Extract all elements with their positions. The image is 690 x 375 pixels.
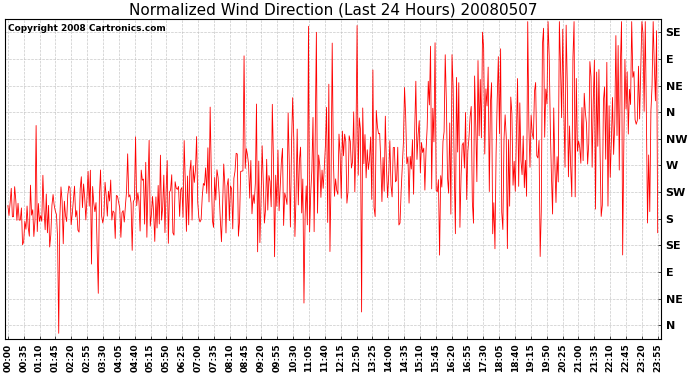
Text: Copyright 2008 Cartronics.com: Copyright 2008 Cartronics.com	[8, 24, 166, 33]
Title: Normalized Wind Direction (Last 24 Hours) 20080507: Normalized Wind Direction (Last 24 Hours…	[128, 3, 537, 18]
